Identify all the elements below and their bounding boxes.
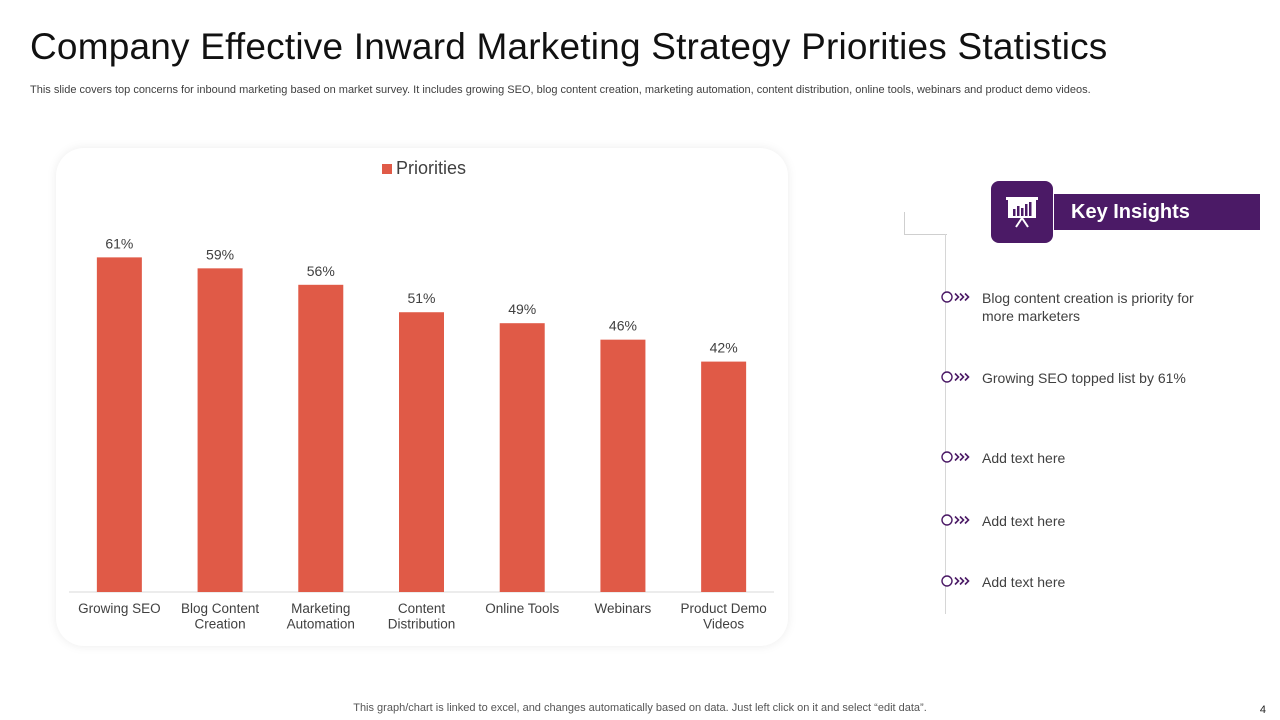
bar[interactable]: [197, 268, 243, 592]
bar[interactable]: [399, 312, 444, 592]
chart-footnote: This graph/chart is linked to excel, and…: [353, 702, 927, 714]
data-label: 51%: [407, 290, 435, 306]
x-tick-label: Growing SEO: [78, 601, 161, 616]
slide-subtitle: This slide covers top concerns for inbou…: [30, 84, 1091, 96]
slide-title: Company Effective Inward Marketing Strat…: [30, 26, 1108, 67]
x-tick-label: Content Distribution: [388, 601, 456, 632]
bar[interactable]: [96, 257, 142, 592]
legend-swatch: [382, 164, 392, 174]
bar[interactable]: [701, 361, 747, 592]
bar-chart[interactable]: Priorities 61% Growing SEO 59% Blog Content C…: [56, 148, 788, 646]
x-tick-label: Online Tools: [485, 601, 559, 616]
data-label: 59%: [206, 246, 234, 262]
x-tick-label: Blog Content Creation: [181, 601, 259, 632]
x-tick-label: Webinars: [595, 601, 652, 616]
data-label: 61%: [105, 235, 133, 251]
chart-card[interactable]: Priorities 61% Growing SEO 59% Blog Content C…: [56, 148, 788, 646]
timeline-line: [945, 234, 946, 614]
chevron-bullet-icon: [941, 290, 981, 306]
insight-text: Add text here: [982, 574, 1066, 590]
insight-text: Blog content creation is priority for mo…: [982, 290, 1194, 324]
connector-line: [904, 212, 947, 235]
chart-legend: Priorities: [382, 158, 466, 178]
data-label: 49%: [508, 301, 536, 317]
data-label: 42%: [710, 340, 738, 356]
x-tick-label: Marketing Automation: [287, 601, 355, 632]
page-number: 4: [1259, 704, 1266, 716]
key-insights-header: Key Insights: [1054, 194, 1260, 230]
x-tick-label: Product Demo Videos: [680, 601, 766, 632]
chevron-bullet-icon: [941, 513, 981, 529]
data-label: 56%: [307, 263, 335, 279]
chevron-bullet-icon: [941, 450, 981, 466]
chevron-bullet-icon: [941, 370, 981, 386]
chevron-bullet-icon: [941, 574, 981, 590]
legend-label: Priorities: [396, 158, 466, 178]
insight-text: Growing SEO topped list by 61%: [982, 370, 1186, 386]
bar[interactable]: [298, 284, 344, 592]
presentation-chart-icon: [991, 181, 1053, 243]
bar[interactable]: [600, 339, 646, 592]
data-label: 46%: [609, 318, 637, 334]
key-insights-panel: Key Insights Blog content creation is pr…: [900, 178, 1270, 618]
insight-text: Add text here: [982, 513, 1066, 529]
bar[interactable]: [499, 323, 545, 592]
insight-text: Add text here: [982, 450, 1066, 466]
